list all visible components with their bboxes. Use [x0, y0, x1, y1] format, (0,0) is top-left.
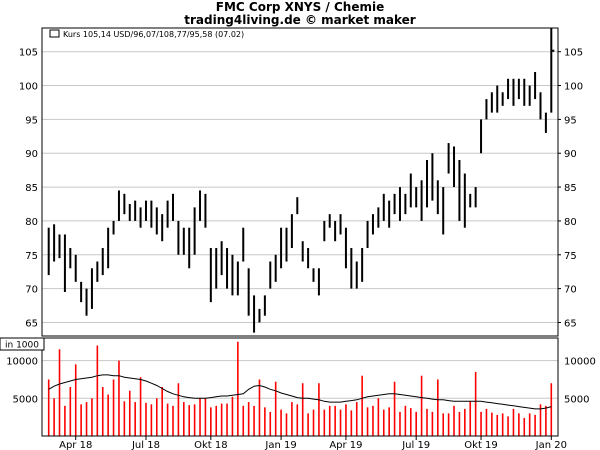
volume-average-line [48, 374, 552, 410]
price-tick-label-left: 95 [25, 115, 38, 126]
chart-title: FMC Corp XNYS / Chemie [215, 0, 385, 14]
price-tick-label-right: 100 [564, 82, 583, 93]
price-tick-label-left: 75 [25, 251, 38, 262]
price-tick-label-left: 105 [19, 48, 38, 59]
price-tick-label-right: 75 [564, 251, 577, 262]
price-tick-label-left: 65 [25, 318, 38, 329]
price-panel-frame [41, 27, 559, 337]
x-tick-label: Jan 20 [535, 440, 567, 450]
grid-lines [42, 51, 558, 399]
volume-tick-label-left: 5000 [13, 394, 38, 405]
volume-tick-label-right: 5000 [564, 394, 589, 405]
price-tick-label-right: 65 [564, 318, 577, 329]
volume-bars [47, 341, 553, 436]
chart-subtitle: trading4living.de © market maker [184, 13, 416, 27]
price-tick-label-right: 105 [564, 48, 583, 59]
x-tick-label: Jan 19 [264, 440, 296, 450]
price-tick-label-left: 80 [25, 217, 38, 228]
svg-text:in 1000: in 1000 [5, 341, 39, 351]
price-tick-label-right: 95 [564, 115, 577, 126]
volume-panel-frame [41, 337, 559, 437]
volume-tick-label-right: 10000 [564, 357, 596, 368]
x-tick-label: Jul 19 [401, 440, 430, 450]
x-tick-label: Okt 18 [194, 440, 228, 450]
price-y-axis-right: 65 70 75 80 85 90 95 100 105 [558, 48, 583, 329]
price-tick-label-right: 80 [564, 217, 577, 228]
x-tick-label: Jul 18 [131, 440, 160, 450]
x-tick-label: Okt 19 [464, 440, 498, 450]
price-y-axis-left: 65 70 75 80 85 90 95 100 105 [19, 48, 38, 330]
price-tick-label-left: 70 [25, 285, 38, 296]
legend: Kurs 105,14 USD/96,07/108,77/95,58 (07.0… [49, 29, 244, 39]
price-bars [47, 28, 555, 333]
price-tick-label-left: 90 [25, 149, 38, 160]
price-tick-label-left: 85 [25, 183, 38, 194]
legend-swatch [49, 29, 60, 38]
x-tick-label: Apr 19 [329, 440, 362, 450]
legend-label: Kurs 105,14 USD/96,07/108,77/95,58 (07.0… [63, 30, 244, 39]
x-axis: Apr 18 Jul 18 Okt 18 Jan 19 Apr 19 Jul 19 Okt … [59, 436, 567, 450]
price-tick-label-right: 90 [564, 149, 577, 160]
price-tick-label-left: 100 [19, 82, 38, 93]
price-tick-label-right: 70 [564, 285, 577, 296]
x-tick-label: Apr 18 [59, 440, 92, 450]
volume-tick-label-left: 10000 [6, 357, 38, 368]
volume-y-axis: 5000 5000 10000 10000 [6, 357, 596, 406]
price-tick-label-right: 85 [564, 183, 577, 194]
volume-unit-label: in 1000 [0, 337, 45, 351]
